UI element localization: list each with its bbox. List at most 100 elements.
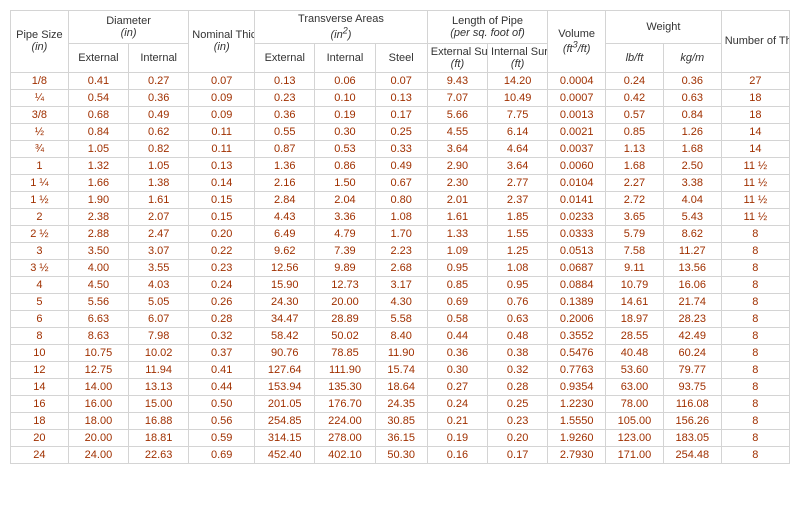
cell-l_int: 3.64 <box>488 157 548 174</box>
cell-int_d: 18.81 <box>129 429 189 446</box>
cell-w_kg: 16.06 <box>663 276 721 293</box>
cell-int_d: 0.36 <box>129 89 189 106</box>
cell-l_ext: 0.30 <box>427 361 487 378</box>
cell-w_kg: 183.05 <box>663 429 721 446</box>
cell-w_lb: 9.11 <box>606 259 664 276</box>
hdr-length-of-pipe: Length of Pipe (per sq. foot of) <box>427 11 547 44</box>
cell-int_d: 16.88 <box>129 412 189 429</box>
cell-thr: 14 <box>721 123 789 140</box>
cell-w_kg: 11.27 <box>663 242 721 259</box>
cell-ta_ext: 9.62 <box>255 242 315 259</box>
table-row: 1818.0016.880.56254.85224.0030.850.210.2… <box>11 412 790 429</box>
cell-vol: 0.0141 <box>548 191 606 208</box>
cell-ext_d: 20.00 <box>68 429 128 446</box>
cell-thk: 0.41 <box>189 361 255 378</box>
cell-int_d: 0.27 <box>129 72 189 89</box>
cell-thk: 0.14 <box>189 174 255 191</box>
table-row: 1414.0013.130.44153.94135.3018.640.270.2… <box>11 378 790 395</box>
cell-thk: 0.32 <box>189 327 255 344</box>
cell-l_int: 4.64 <box>488 140 548 157</box>
cell-ta_ext: 254.85 <box>255 412 315 429</box>
cell-ext_d: 3.50 <box>68 242 128 259</box>
cell-ta_steel: 36.15 <box>375 429 427 446</box>
cell-ext_d: 8.63 <box>68 327 128 344</box>
cell-l_int: 0.63 <box>488 310 548 327</box>
cell-l_int: 2.77 <box>488 174 548 191</box>
cell-ta_int: 278.00 <box>315 429 375 446</box>
cell-ta_ext: 127.64 <box>255 361 315 378</box>
cell-w_kg: 156.26 <box>663 412 721 429</box>
cell-ta_ext: 90.76 <box>255 344 315 361</box>
cell-ext_d: 5.56 <box>68 293 128 310</box>
cell-thr: 8 <box>721 412 789 429</box>
cell-thr: 8 <box>721 378 789 395</box>
cell-ta_ext: 0.23 <box>255 89 315 106</box>
table-row: 1 ½1.901.610.152.842.040.802.012.370.014… <box>11 191 790 208</box>
cell-ta_ext: 58.42 <box>255 327 315 344</box>
cell-l_ext: 1.61 <box>427 208 487 225</box>
cell-size: ¼ <box>11 89 69 106</box>
cell-w_kg: 254.48 <box>663 446 721 463</box>
cell-ta_steel: 0.67 <box>375 174 427 191</box>
cell-size: 1 ¼ <box>11 174 69 191</box>
cell-size: 1 <box>11 157 69 174</box>
table-row: 3/80.680.490.090.360.190.175.667.750.001… <box>11 106 790 123</box>
cell-vol: 0.3552 <box>548 327 606 344</box>
cell-ta_steel: 3.17 <box>375 276 427 293</box>
cell-l_ext: 0.27 <box>427 378 487 395</box>
cell-thr: 27 <box>721 72 789 89</box>
cell-ta_steel: 2.68 <box>375 259 427 276</box>
hdr-diameter: Diameter (in) <box>68 11 188 44</box>
cell-l_ext: 0.21 <box>427 412 487 429</box>
cell-ta_steel: 4.30 <box>375 293 427 310</box>
cell-thr: 18 <box>721 89 789 106</box>
cell-size: 2 <box>11 208 69 225</box>
table-row: ¼0.540.360.090.230.100.137.0710.490.0007… <box>11 89 790 106</box>
cell-int_d: 5.05 <box>129 293 189 310</box>
cell-int_d: 11.94 <box>129 361 189 378</box>
cell-ta_ext: 153.94 <box>255 378 315 395</box>
cell-ta_ext: 24.30 <box>255 293 315 310</box>
cell-ta_int: 28.89 <box>315 310 375 327</box>
hdr-nominal-thickness: Nominal Thickness (in) <box>189 11 255 73</box>
cell-ta_ext: 452.40 <box>255 446 315 463</box>
cell-w_kg: 2.50 <box>663 157 721 174</box>
cell-ta_int: 0.19 <box>315 106 375 123</box>
cell-int_d: 2.47 <box>129 225 189 242</box>
cell-ta_ext: 0.87 <box>255 140 315 157</box>
cell-ta_ext: 12.56 <box>255 259 315 276</box>
cell-ta_int: 111.90 <box>315 361 375 378</box>
cell-size: 14 <box>11 378 69 395</box>
cell-ta_int: 2.04 <box>315 191 375 208</box>
cell-ta_int: 0.10 <box>315 89 375 106</box>
cell-int_d: 15.00 <box>129 395 189 412</box>
cell-thk: 0.28 <box>189 310 255 327</box>
cell-ta_int: 7.39 <box>315 242 375 259</box>
cell-int_d: 6.07 <box>129 310 189 327</box>
cell-ta_ext: 0.55 <box>255 123 315 140</box>
cell-l_ext: 0.69 <box>427 293 487 310</box>
cell-int_d: 1.38 <box>129 174 189 191</box>
cell-thk: 0.15 <box>189 191 255 208</box>
cell-thr: 8 <box>721 225 789 242</box>
cell-ta_steel: 2.23 <box>375 242 427 259</box>
cell-ext_d: 10.75 <box>68 344 128 361</box>
cell-l_ext: 1.09 <box>427 242 487 259</box>
cell-w_kg: 3.38 <box>663 174 721 191</box>
cell-vol: 2.7930 <box>548 446 606 463</box>
cell-thk: 0.59 <box>189 429 255 446</box>
cell-w_lb: 2.27 <box>606 174 664 191</box>
cell-ta_int: 12.73 <box>315 276 375 293</box>
cell-l_ext: 1.33 <box>427 225 487 242</box>
cell-vol: 0.5476 <box>548 344 606 361</box>
cell-l_ext: 7.07 <box>427 89 487 106</box>
cell-ext_d: 16.00 <box>68 395 128 412</box>
cell-ta_steel: 24.35 <box>375 395 427 412</box>
cell-ta_int: 20.00 <box>315 293 375 310</box>
cell-size: 20 <box>11 429 69 446</box>
cell-ext_d: 1.90 <box>68 191 128 208</box>
hdr-ta-external: External <box>255 43 315 72</box>
cell-l_int: 0.28 <box>488 378 548 395</box>
hdr-int-surface: Internal Surface (ft) <box>488 43 548 72</box>
cell-ta_ext: 2.84 <box>255 191 315 208</box>
